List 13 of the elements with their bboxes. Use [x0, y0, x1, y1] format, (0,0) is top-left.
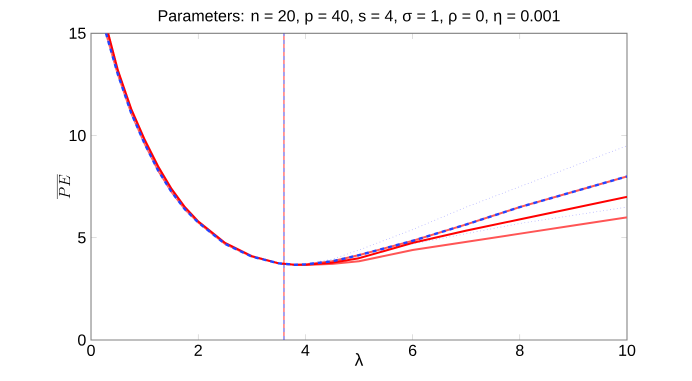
- y-tick-label: 10: [70, 130, 86, 142]
- y-axis-title: $\overline{PE}$: [57, 174, 70, 200]
- x-tick-label: 2: [194, 344, 202, 356]
- x-tick-label: 4: [301, 344, 310, 356]
- y-tick-label: 0: [78, 334, 86, 346]
- x-tick-label: 8: [516, 344, 524, 356]
- y-tick-label: 5: [78, 232, 86, 244]
- x-tick-label: 6: [408, 344, 416, 356]
- x-axis-title: λ: [354, 353, 364, 366]
- x-tick-label: 10: [619, 344, 636, 356]
- chart-title: Parameters: n = 20, p = 40, s = 4, σ = 1, ρ = 0, η = 0.001: [158, 10, 560, 25]
- x-tick-label: 0: [87, 344, 95, 356]
- y-tick-label: 15: [70, 28, 86, 39]
